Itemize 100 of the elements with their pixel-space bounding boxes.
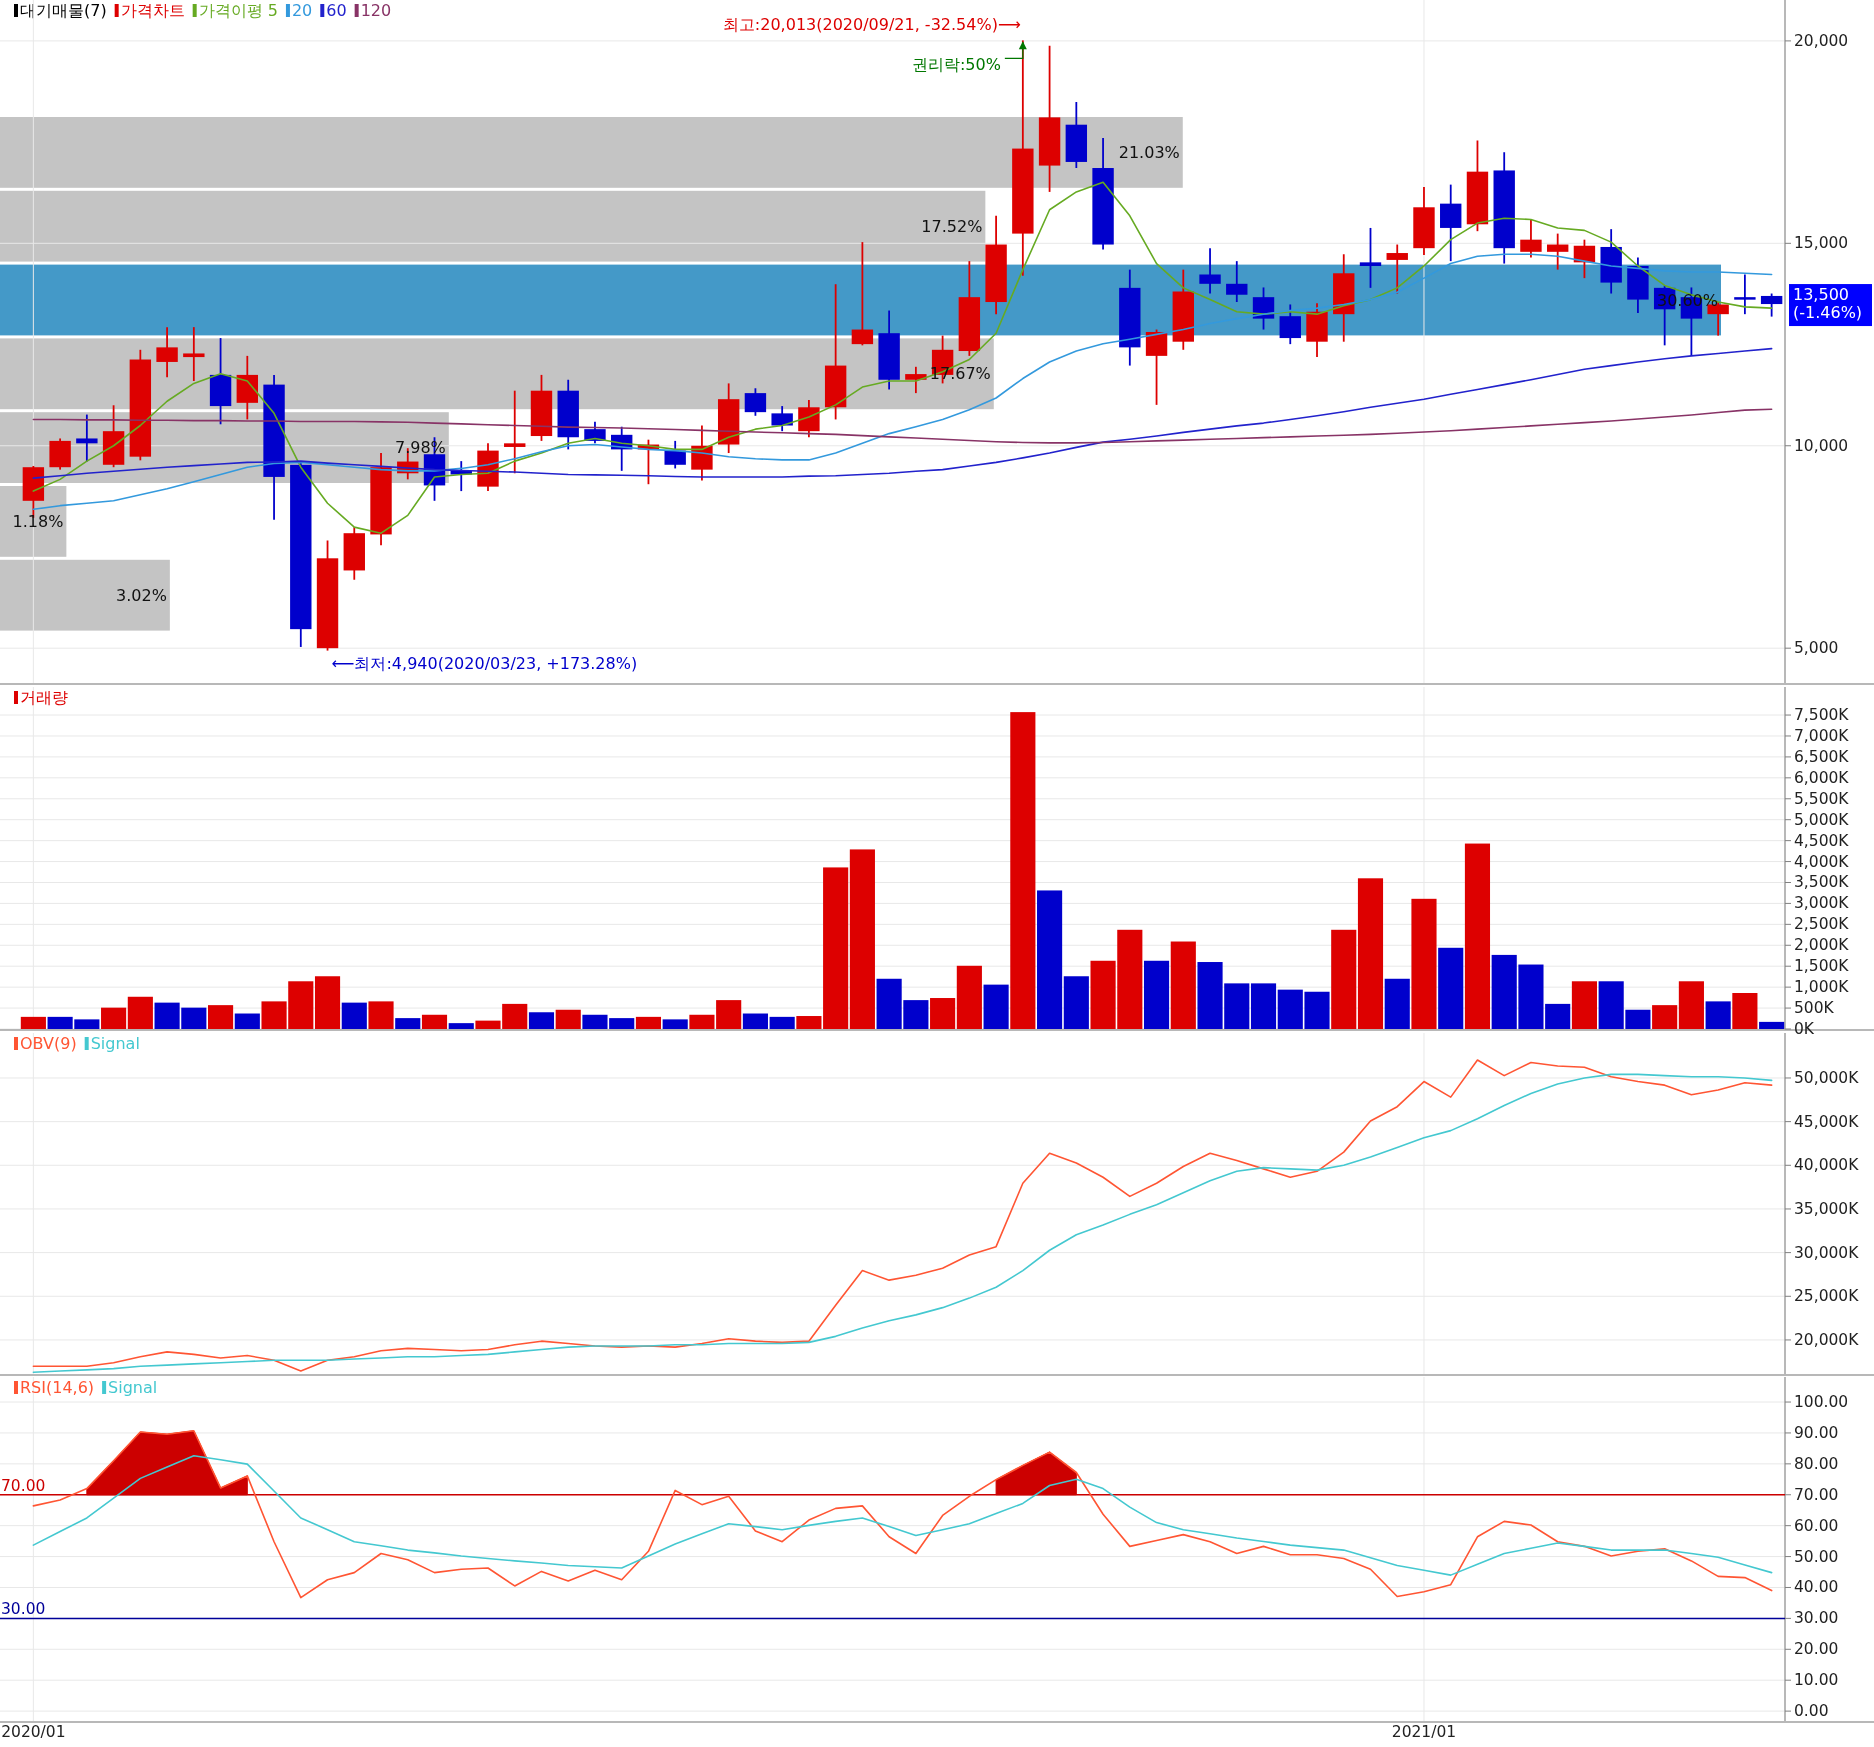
bar <box>930 998 956 1029</box>
bar <box>769 1016 795 1029</box>
candlestick <box>183 326 205 382</box>
data-label: 1.18% <box>12 511 64 531</box>
bar <box>823 867 849 1029</box>
y-tick-label: 4,500K <box>1794 831 1850 850</box>
y-tick-label: 50.00 <box>1794 1547 1839 1566</box>
candlestick <box>1520 218 1542 259</box>
candlestick <box>1734 273 1756 316</box>
bar <box>208 1005 234 1029</box>
candlestick <box>1279 303 1301 346</box>
text: 대기매물(7) <box>20 1 107 20</box>
candlestick <box>664 439 686 470</box>
bar <box>234 1013 260 1029</box>
y-tick-label: 500K <box>1794 999 1835 1018</box>
y-tick-label: 45,000K <box>1794 1112 1860 1131</box>
y-tick-label: 30,000K <box>1794 1243 1860 1262</box>
candlestick <box>851 241 874 347</box>
candlestick <box>76 413 98 463</box>
y-tick-label: 15,000 <box>1794 234 1849 253</box>
bar <box>849 849 875 1029</box>
y-tick-label: 7,000K <box>1794 726 1850 745</box>
y-tick-label: 5,000K <box>1794 810 1850 829</box>
legend-label: 거래량 <box>20 688 68 707</box>
x-tick-label: 2021/01 <box>1391 1723 1457 1741</box>
candlestick <box>1252 286 1275 331</box>
candlestick <box>1359 227 1382 289</box>
y-tick-label: 7,500K <box>1794 706 1850 725</box>
bar <box>1705 1001 1731 1029</box>
y-tick-label: 10,000 <box>1794 436 1849 455</box>
bar <box>635 1016 662 1029</box>
y-tick-label: 1,500K <box>1794 957 1850 976</box>
legend-label: 20 <box>291 1 313 20</box>
candlestick <box>771 405 793 433</box>
bar <box>956 965 982 1029</box>
bar <box>1411 898 1437 1029</box>
bar <box>1652 1005 1678 1029</box>
candlestick <box>1226 260 1248 303</box>
data-label: 3.02% <box>116 585 167 605</box>
annotation: ⟵최저:4,940(2020/03/23, +173.28%) <box>331 653 638 673</box>
bar <box>742 1013 768 1029</box>
y-tick-label: 20.00 <box>1794 1640 1839 1659</box>
y-tick-label: 20,000K <box>1794 1330 1860 1349</box>
y-tick-label: 1,000K <box>1794 978 1850 997</box>
y-tick-label: 100.00 <box>1794 1393 1849 1412</box>
legend-label: Signal <box>108 1378 158 1397</box>
candlestick <box>156 326 178 379</box>
legend-label: 120 <box>360 1 392 20</box>
legend-label: OBV(9) <box>20 1034 77 1053</box>
legend-label: Signal <box>90 1034 140 1053</box>
y-tick-label: 3,500K <box>1794 873 1850 892</box>
bar <box>1759 1021 1785 1029</box>
y-tick-label: 3,000K <box>1794 894 1850 913</box>
bar <box>796 1016 822 1029</box>
bar <box>0 559 170 631</box>
candlestick <box>1386 243 1408 295</box>
bar <box>1438 947 1464 1029</box>
ref-line-label: 70.00 <box>1 1476 46 1495</box>
candlestick <box>798 399 820 439</box>
y-tick-label: 4,000K <box>1794 852 1850 871</box>
bar <box>1571 981 1597 1029</box>
data-label: 21.03% <box>1118 142 1180 162</box>
y-tick-label: 5,500K <box>1794 789 1850 808</box>
candlestick <box>905 365 927 395</box>
annotation: 권리락:50% <box>911 55 1001 75</box>
y-tick-label: 90.00 <box>1794 1423 1839 1442</box>
y-tick-label: 6,500K <box>1794 747 1850 766</box>
annotation: 최고:20,013(2020/09/21, -32.54%)⟶ <box>722 15 1021 35</box>
legend-label: 가격차트 <box>120 1 185 20</box>
bar <box>368 1001 394 1029</box>
bar <box>314 976 341 1029</box>
y-tick-label: 0K <box>1794 1020 1815 1038</box>
text: 13,500 (-1.46%) <box>1793 285 1863 323</box>
bar <box>1170 941 1196 1029</box>
bar <box>0 190 986 262</box>
x-tick-label: 2020/01 <box>1 1723 66 1741</box>
candlestick <box>744 387 767 417</box>
bar <box>395 1018 421 1029</box>
candlestick <box>691 424 713 482</box>
bar <box>662 1019 688 1029</box>
legend-label: RSI(14,6) <box>20 1378 95 1397</box>
bar <box>20 1016 46 1029</box>
candlestick <box>1546 232 1569 271</box>
y-tick-label: 10.00 <box>1794 1671 1839 1690</box>
y-tick-label: 60.00 <box>1794 1516 1839 1535</box>
bar <box>1384 978 1410 1029</box>
legend-label: 가격이평 5 <box>198 1 278 20</box>
data-label: 17.52% <box>921 216 983 236</box>
ref-line-label: 30.00 <box>1 1600 46 1619</box>
bar <box>1143 960 1170 1029</box>
bar <box>1464 843 1491 1029</box>
bar <box>1010 712 1036 1029</box>
bar <box>1250 983 1277 1029</box>
bar <box>448 1023 474 1029</box>
y-tick-label: 2,000K <box>1794 936 1850 955</box>
y-tick-label: 40,000K <box>1794 1156 1860 1175</box>
bar <box>1678 981 1704 1029</box>
y-tick-label: 6,000K <box>1794 768 1850 787</box>
y-tick-label: 30.00 <box>1794 1609 1839 1628</box>
y-tick-label: 70.00 <box>1794 1485 1839 1504</box>
